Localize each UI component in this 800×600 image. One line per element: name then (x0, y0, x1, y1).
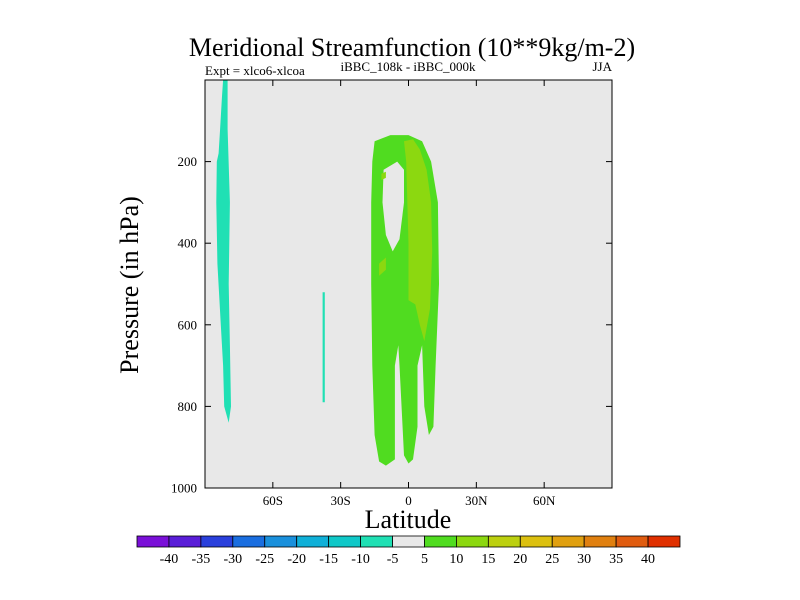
colorbar-label: -30 (223, 552, 242, 567)
colorbar-swatch (424, 535, 457, 548)
colorbar-swatch (551, 535, 585, 548)
x-tick-label: 30N (465, 493, 488, 508)
colorbar-label: -35 (192, 552, 211, 567)
subtitle-center: iBBC_108k - iBBC_000k (340, 59, 476, 74)
contour-region-2 (322, 292, 325, 403)
colorbar-swatch (456, 535, 489, 548)
colorbar-label: 30 (577, 552, 591, 567)
subtitle-right: JJA (592, 59, 612, 74)
y-tick-label: 1000 (171, 481, 197, 496)
contour-region-1 (216, 80, 231, 423)
colorbar-swatch (264, 535, 298, 548)
axis-ticks: 60S 30S 0 30N 60N 200 400 600 800 1000 (171, 80, 612, 508)
contour-region-7 (381, 171, 386, 180)
colorbar-swatch (136, 535, 170, 548)
y-tick-label: 200 (178, 154, 198, 169)
contour-region-5 (404, 139, 433, 342)
colorbar-label: -25 (255, 552, 274, 567)
x-tick-label: 30S (331, 493, 351, 508)
x-tick-label: 60S (263, 493, 283, 508)
colorbar-swatch (296, 535, 330, 548)
colorbar-label: -15 (319, 552, 338, 567)
x-tick-label: 0 (405, 493, 412, 508)
colorbar-swatch (647, 535, 681, 548)
colorbar-swatch (328, 535, 361, 548)
colorbar-swatch (232, 535, 266, 548)
y-axis-label: Pressure (in hPa) (115, 196, 144, 374)
colorbar: -40 -35 -30 -25 -20 -15 -10 -5 5 10 15 20 25 30 35 40 (136, 535, 681, 567)
colorbar-swatch (392, 535, 425, 548)
x-axis-label: Latitude (365, 505, 452, 534)
colorbar-label: 5 (421, 552, 428, 567)
colorbar-swatch (487, 535, 521, 548)
colorbar-label: 35 (609, 552, 623, 567)
contour-region-6 (379, 257, 386, 276)
colorbar-label: 25 (545, 552, 559, 567)
contour-region-4 (382, 161, 404, 252)
colorbar-swatch (583, 535, 617, 548)
x-tick-label: 60N (533, 493, 556, 508)
colorbar-swatch (615, 535, 649, 548)
y-tick-label: 800 (178, 399, 198, 414)
colorbar-label: -5 (387, 552, 399, 567)
colorbar-swatch (360, 535, 393, 548)
subtitle-left: Expt = xlco6-xlcoa (205, 63, 305, 78)
colorbar-label: 20 (513, 552, 527, 567)
chart-title: Meridional Streamfunction (10**9kg/m-2) (189, 33, 635, 62)
colorbar-label: 15 (481, 552, 495, 567)
y-tick-label: 400 (178, 236, 198, 251)
colorbar-label: 40 (641, 552, 655, 567)
plot-area (204, 79, 613, 489)
colorbar-label: -20 (287, 552, 306, 567)
colorbar-label: -10 (351, 552, 370, 567)
colorbar-swatch (200, 535, 234, 548)
colorbar-label: -40 (160, 552, 179, 567)
colorbar-swatch (519, 535, 553, 548)
colorbar-swatch (168, 535, 202, 548)
colorbar-label: 10 (449, 552, 463, 567)
y-tick-label: 600 (178, 317, 198, 332)
